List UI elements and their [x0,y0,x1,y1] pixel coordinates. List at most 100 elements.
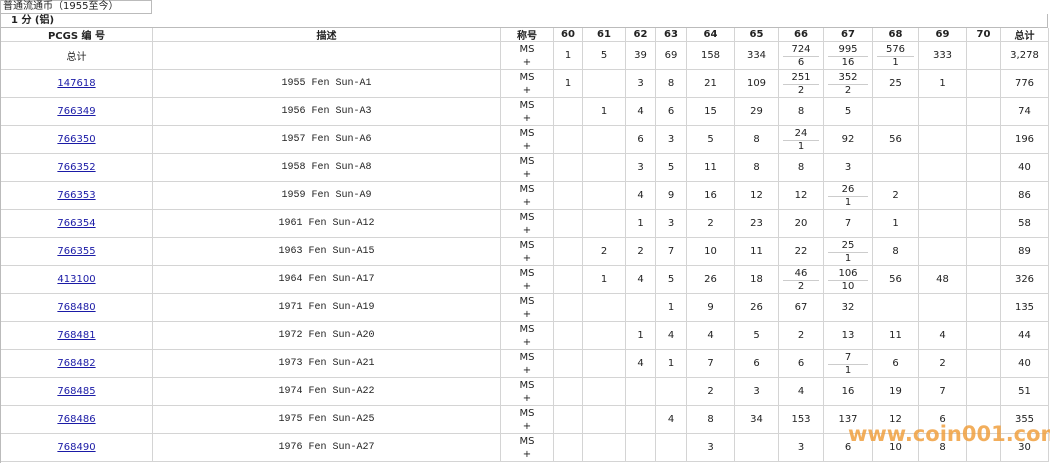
designation: MS [519,352,535,363]
pcgs-link[interactable]: 147618 [57,78,96,89]
grade-count: 3 [637,162,644,173]
grade-count: 67 [794,302,808,313]
header-cell: 总计 [1001,28,1049,42]
grade-count: 4 [797,386,805,397]
grade-cell [967,70,1001,98]
designation-cell: MS + [501,322,554,350]
description-cell: 1958 Fen Sun-A8 [153,154,501,182]
grade-cell [626,378,656,406]
grade-count: 11 [704,162,717,173]
pcgs-link[interactable]: 766354 [57,218,96,229]
designation: + [522,337,532,348]
grade-cell [967,322,1001,350]
grade-count: 1 [844,197,852,208]
grade-cell: 29 [735,98,779,126]
row-total: 776 [1014,78,1035,89]
total-cell: 74 [1001,98,1049,126]
grade-count: 5 [753,330,760,341]
total-cell: 58 [1001,210,1049,238]
grade-count: 5 [667,162,675,173]
pcgs-link[interactable]: 766353 [57,190,96,201]
grade-cell [583,434,626,462]
designation: + [522,85,532,96]
grade-count: 8 [667,78,675,89]
description: 1973 Fen Sun-A21 [278,358,375,369]
grade-count: 6 [637,134,644,145]
grade-count: 3 [753,386,760,397]
pcgs-link[interactable]: 768481 [57,330,96,341]
grade-count: 3 [667,134,675,145]
pcgs-link[interactable]: 766352 [57,162,96,173]
grade-cell [583,378,626,406]
header-cell: 70 [967,28,1001,42]
grade-cell [656,378,687,406]
grade-cell [967,98,1001,126]
description-cell: 1956 Fen Sun-A3 [153,98,501,126]
designation: + [522,421,532,432]
designation: MS [519,212,535,223]
grade-count: 21 [704,78,717,89]
grade-count: 4 [637,274,644,285]
row-total: 326 [1014,274,1035,285]
grade-count: 24 [783,128,819,141]
page-title: 普通流通币（1955至今） [0,0,152,14]
pcgs-link[interactable]: 413100 [57,274,96,285]
grade-cell [583,182,626,210]
grade-cell [626,294,656,322]
designation: MS [519,296,535,307]
grade-cell: 26 [687,266,735,294]
grade-count: 2 [844,85,852,96]
grade-count: 352 [828,72,868,85]
grade-cell [554,210,583,238]
grade-count: 109 [746,78,767,89]
designation-cell: MS + [501,154,554,182]
pcgs-cell: 768485 [1,378,153,406]
grade-cell: 12 [735,182,779,210]
grade-cell [554,266,583,294]
grade-cell: 137 [824,406,873,434]
grade-cell: 3 [626,154,656,182]
grade-cell [554,98,583,126]
grade-count: 4 [637,190,644,201]
grade-cell: 4 [656,322,687,350]
grade-cell: 4 [626,350,656,378]
grade-cell [583,406,626,434]
pcgs-link[interactable]: 768490 [57,442,96,453]
grade-header: 68 [888,29,903,40]
grade-cell: 5 [656,266,687,294]
total-cell: 135 [1001,294,1049,322]
population-table: PCGS 编 号描述 称号 60 61 62 63 64 65 66 67 68 69 70 总计 总计 MS… [0,28,1049,463]
grade-count: 16 [704,190,717,201]
grade-count: 1 [600,106,608,117]
header-cell: 63 [656,28,687,42]
grade-cell: 153 [779,406,824,434]
grade-count: 9 [707,302,714,313]
grade-cell: 2 [873,182,919,210]
grade-count: 153 [791,414,811,425]
grade-count: 10 [889,442,902,453]
grade-count: 12 [750,190,763,201]
designation: MS [519,156,535,167]
pcgs-link[interactable]: 766355 [57,246,96,257]
grade-count: 3 [707,442,714,453]
row-total: 44 [1018,330,1031,341]
pcgs-link[interactable]: 768480 [57,302,96,313]
grade-cell: 56 [873,266,919,294]
pcgs-link[interactable]: 768485 [57,386,96,397]
designation-cell: MS + [501,238,554,266]
designation-cell: MS + [501,350,554,378]
pcgs-link[interactable]: 768482 [57,358,96,369]
pcgs-link[interactable]: 766350 [57,134,96,145]
grade-cell [554,434,583,462]
grade-count: 8 [892,246,899,257]
grade-header: 70 [976,29,991,40]
description-cell [153,42,501,70]
pcgs-link[interactable]: 768486 [57,414,96,425]
grade-cell: 3 [656,210,687,238]
grade-cell: 48 [919,266,967,294]
grade-count: 1 [844,365,852,376]
pcgs-link[interactable]: 766349 [57,106,96,117]
header-text: PCGS 编 号 [47,31,106,42]
grade-count: 4 [707,330,714,341]
grade-cell [554,182,583,210]
